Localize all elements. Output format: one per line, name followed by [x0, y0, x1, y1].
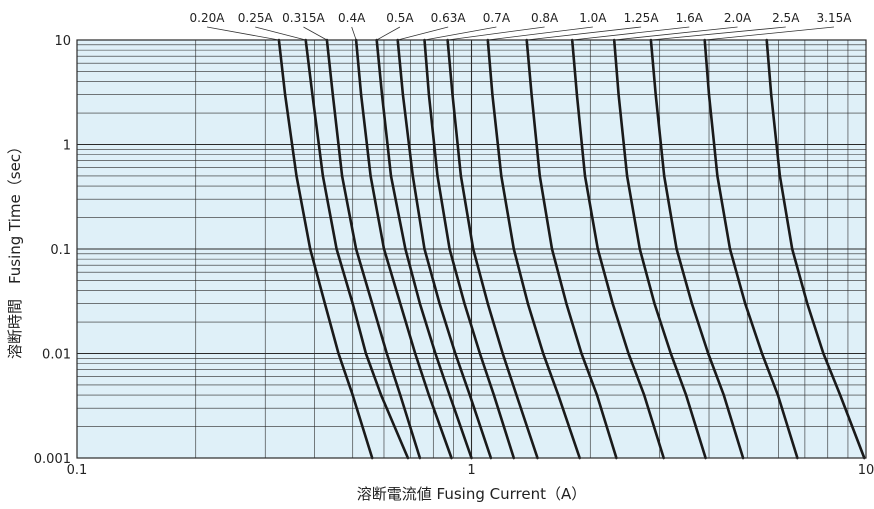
- fusing-curve-12: [649, 38, 745, 460]
- rating-leader-line: [526, 26, 642, 41]
- fusing-curve-14: [765, 38, 866, 460]
- y-tick-label: 10: [54, 34, 71, 49]
- rating-label: 0.63A: [431, 11, 467, 25]
- fusing-curve-9: [525, 38, 618, 460]
- rating-leader-line: [487, 26, 593, 41]
- rating-label: 0.8A: [531, 11, 559, 25]
- rating-leader-lines: [206, 26, 835, 41]
- fusing-curve-0: [277, 38, 374, 460]
- rating-leader-line: [303, 26, 328, 41]
- fusing-curve-5: [396, 38, 493, 460]
- fusing-curves: [277, 38, 866, 460]
- rating-label: 3.15A: [817, 11, 853, 25]
- rating-label: 0.7A: [483, 11, 511, 25]
- rating-label: 2.5A: [772, 11, 800, 25]
- fusing-curve-2: [325, 38, 422, 460]
- rating-label: 0.25A: [238, 11, 274, 25]
- rating-leader-line: [376, 26, 401, 41]
- fusing-curve-13: [703, 38, 799, 460]
- x-tick-labels: 0.1 1 10: [67, 463, 874, 478]
- x-axis-title: 溶断電流値 Fusing Current（A）: [357, 485, 586, 503]
- rating-label: 0.315A: [282, 11, 325, 25]
- rating-label: 1.25A: [624, 11, 660, 25]
- fusing-curve-4: [375, 38, 473, 460]
- y-tick-label: 1: [63, 139, 71, 154]
- rating-label: 0.4A: [338, 11, 366, 25]
- rating-leader-line: [572, 26, 690, 41]
- fusing-curve-8: [486, 38, 581, 460]
- fusing-curve-6: [423, 38, 516, 460]
- rating-leader-line: [650, 26, 786, 41]
- rating-labels: 0.20A 0.25A 0.315A 0.4A 0.5A 0.63A 0.7A 0.8A 1.0…: [190, 11, 853, 25]
- rating-label: 0.5A: [386, 11, 414, 25]
- rating-leader-line: [206, 26, 280, 41]
- rating-label: 1.0A: [579, 11, 607, 25]
- rating-label: 2.0A: [724, 11, 752, 25]
- x-tick-label: 1: [467, 463, 475, 478]
- rating-leader-line: [397, 26, 449, 41]
- rating-label: 0.20A: [190, 11, 226, 25]
- fusing-curve-3: [354, 38, 453, 460]
- rating-label: 1.6A: [676, 11, 704, 25]
- rating-leader-line: [447, 26, 545, 41]
- x-tick-label: 0.1: [67, 463, 88, 478]
- fusing-curve-10: [570, 38, 665, 460]
- rating-leader-line: [255, 26, 306, 41]
- y-tick-label: 0.01: [42, 348, 71, 363]
- fusing-curve-11: [612, 38, 707, 460]
- y-tick-label: 0.001: [34, 452, 71, 467]
- rating-leader-line: [614, 26, 738, 41]
- y-tick-labels: 0.001 0.01 0.1 1 10: [34, 34, 71, 467]
- fusing-curve-1: [304, 38, 410, 460]
- fusing-curve-7: [446, 38, 539, 460]
- x-tick-label: 10: [858, 463, 874, 478]
- rating-leader-line: [351, 26, 357, 41]
- y-tick-label: 0.1: [50, 243, 71, 258]
- rating-leader-line: [424, 26, 497, 41]
- rating-leader-line: [704, 26, 835, 41]
- y-axis-title: 溶断時間 Fusing Time（sec）: [6, 139, 24, 359]
- plot-frame: [76, 39, 867, 459]
